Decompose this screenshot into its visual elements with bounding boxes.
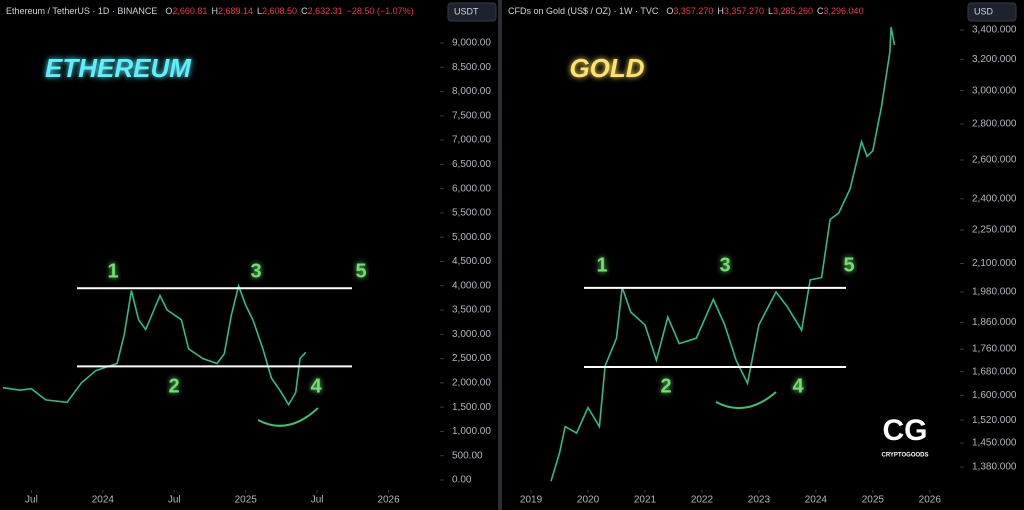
chart-panel: Ethereum / TetherUS · 1D · BINANCE O2,660…: [2, 2, 497, 506]
x-tick-label: 2019: [520, 495, 543, 506]
chart-title: GOLD: [569, 53, 644, 83]
wave-label: 5: [355, 260, 366, 282]
currency-box: [967, 2, 1017, 22]
x-tick-label: 2024: [805, 495, 828, 506]
price-line: [2, 283, 307, 407]
y-tick-label: 1,000.00: [452, 426, 491, 437]
y-tick-label: 3,000.00: [452, 329, 491, 340]
divider: [498, 0, 502, 510]
y-tick-label: 4,500.00: [452, 256, 491, 267]
currency-box: [447, 2, 497, 22]
ohlc-value: 2,608.50: [262, 6, 297, 16]
wave-arc: [257, 407, 319, 427]
wave-label: 4: [310, 375, 322, 397]
ohlc-value: 3,357.270: [724, 6, 764, 16]
chart-panel: CFDs on Gold (US$ / OZ) · 1W · TVC O3,357…: [508, 2, 1017, 506]
currency: USD: [974, 6, 994, 16]
ohlc-value: 3,285.260: [773, 6, 813, 16]
symbol: Ethereum / TetherUS · 1D · BINANCE: [6, 6, 157, 16]
ohlc-value: 2,632.31: [308, 6, 343, 16]
x-tick-label: 2022: [691, 495, 714, 506]
y-tick-label: 5,000.00: [452, 232, 491, 243]
x-tick-label: 2025: [235, 495, 258, 506]
ohlc-value: 3,357.270: [673, 6, 713, 16]
y-tick-label: 2,500.00: [452, 353, 491, 364]
y-tick-label: 3,000.000: [972, 85, 1017, 96]
y-tick-label: 3,400.000: [972, 25, 1017, 36]
y-tick-label: 2,800.000: [972, 119, 1017, 130]
y-tick-label: 2,000.00: [452, 378, 491, 389]
x-tick-label: 2026: [377, 495, 400, 506]
y-tick-label: 2,250.000: [972, 225, 1017, 236]
y-tick-label: 8,000.00: [452, 86, 491, 97]
y-tick-label: 3,200.000: [972, 54, 1017, 65]
wave-arc: [715, 391, 777, 409]
y-tick-label: 6,000.00: [452, 183, 491, 194]
wave-label: 3: [250, 260, 261, 282]
chart-header: CFDs on Gold (US$ / OZ) · 1W · TVC O3,357…: [508, 6, 864, 16]
x-tick-label: 2024: [92, 495, 115, 506]
y-tick-label: 1,380.000: [972, 462, 1017, 473]
y-tick-label: 6,500.00: [452, 159, 491, 170]
y-tick-label: 2,100.000: [972, 258, 1017, 269]
ohlc-key: L: [257, 6, 262, 16]
ohlc-value: 2,660.81: [172, 6, 207, 16]
x-tick-label: 2026: [919, 495, 942, 506]
x-tick-label: Jul: [311, 495, 324, 506]
x-tick-label: 2023: [748, 495, 771, 506]
chart-header: Ethereum / TetherUS · 1D · BINANCE O2,660…: [6, 6, 414, 16]
x-tick-label: 2020: [577, 495, 600, 506]
ohlc-key: H: [211, 6, 218, 16]
ohlc-key: O: [666, 6, 673, 16]
ohlc-key: C: [817, 6, 824, 16]
ohlc-key: C: [301, 6, 308, 16]
x-tick-label: 2025: [862, 495, 885, 506]
currency: USDT: [454, 6, 479, 16]
wave-label: 4: [792, 375, 804, 397]
y-tick-label: 7,000.00: [452, 135, 491, 146]
ohlc-key: O: [165, 6, 172, 16]
watermark-logo: CG: [883, 414, 928, 447]
y-tick-label: 4,000.00: [452, 280, 491, 291]
y-tick-label: 2,600.000: [972, 155, 1017, 166]
price-line: [550, 26, 896, 482]
ohlc-key: H: [717, 6, 724, 16]
x-tick-label: Jul: [168, 495, 181, 506]
y-tick-label: 1,600.000: [972, 390, 1017, 401]
y-tick-label: 3,500.00: [452, 305, 491, 316]
wave-label: 2: [660, 375, 671, 397]
wave-label: 5: [843, 254, 854, 276]
y-tick-label: 7,500.00: [452, 110, 491, 121]
watermark-name: CRYPTOGOODS: [881, 453, 928, 459]
y-tick-label: 5,500.00: [452, 208, 491, 219]
ohlc-value: 2,689.14: [218, 6, 253, 16]
wave-label: 2: [168, 375, 179, 397]
y-tick-label: 0.00: [452, 475, 472, 486]
wave-label: 3: [719, 254, 730, 276]
wave-label: 1: [596, 254, 607, 276]
y-tick-label: 1,760.000: [972, 344, 1017, 355]
x-tick-label: Jul: [25, 495, 38, 506]
y-tick-label: 1,500.00: [452, 402, 491, 413]
symbol: CFDs on Gold (US$ / OZ) · 1W · TVC: [508, 6, 659, 16]
y-tick-label: 500.00: [452, 450, 483, 461]
y-tick-label: 1,450.000: [972, 438, 1017, 449]
ohlc-key: L: [768, 6, 773, 16]
wave-label: 1: [107, 260, 118, 282]
y-tick-label: 1,520.000: [972, 415, 1017, 426]
y-tick-label: 8,500.00: [452, 62, 491, 73]
y-tick-label: 2,400.000: [972, 193, 1017, 204]
y-tick-label: 1,680.000: [972, 366, 1017, 377]
watermark: CG CRYPTOGOODS: [881, 414, 928, 459]
y-tick-label: 9,000.00: [452, 38, 491, 49]
change: −28.50 (−1.07%): [347, 6, 414, 16]
chart-title: ETHEREUM: [45, 53, 192, 83]
x-tick-label: 2021: [634, 495, 657, 506]
y-tick-label: 1,860.000: [972, 317, 1017, 328]
y-tick-label: 1,980.000: [972, 287, 1017, 298]
ohlc-value: 3,296.040: [824, 6, 864, 16]
